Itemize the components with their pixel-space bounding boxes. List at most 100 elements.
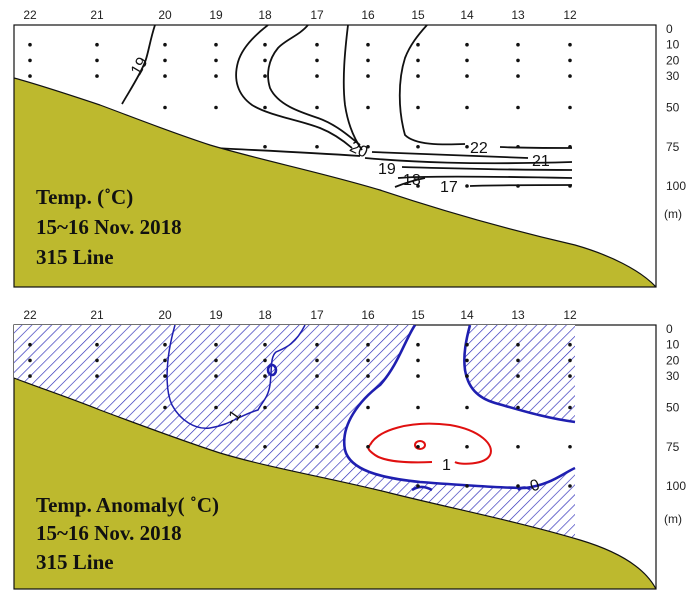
contour-small-loop xyxy=(266,363,278,377)
y-tick-label: 50 xyxy=(666,401,680,415)
panel1-title-line2: 15~16 Nov. 2018 xyxy=(36,215,182,239)
station-dot xyxy=(315,358,319,363)
isotherm-22 xyxy=(398,25,466,146)
x-ticks-2: 22 21 20 19 18 17 16 15 14 13 12 xyxy=(23,308,577,322)
x-tick-label: 20 xyxy=(158,8,172,22)
isotherm-17 xyxy=(342,25,363,151)
station-dot xyxy=(516,358,520,363)
negative-region-left xyxy=(14,325,305,429)
isotherm-21a xyxy=(371,151,529,159)
station-dot xyxy=(366,58,370,63)
station-dot xyxy=(516,342,520,347)
y-tick-label: 0 xyxy=(666,22,673,36)
station-dot xyxy=(366,444,370,449)
station-dot xyxy=(465,405,469,410)
panel2-title-line3: 315 Line xyxy=(36,550,114,574)
station-dot xyxy=(28,342,32,347)
station-dot xyxy=(366,342,370,347)
station-dot xyxy=(263,58,267,63)
y-tick-label: 30 xyxy=(666,369,680,383)
x-tick-label: 19 xyxy=(209,8,223,22)
x-tick-label: 12 xyxy=(563,308,577,322)
isotherm-19 xyxy=(121,25,156,105)
x-tick-label: 16 xyxy=(361,308,375,322)
station-dot xyxy=(95,342,99,347)
station-dot xyxy=(465,58,469,63)
contour-label-21: 21 xyxy=(532,153,550,170)
station-dot xyxy=(366,144,370,149)
station-dot xyxy=(163,358,167,363)
y-tick-label: 30 xyxy=(666,69,680,83)
anomaly-panel: -1 0 1 22 21 20 19 18 17 16 15 14 13 12 0102030507… xyxy=(13,308,686,590)
x-tick-label: 12 xyxy=(563,8,577,22)
contour-zero-bottom-tick2 xyxy=(517,486,531,492)
contour-zero-bottom-tick xyxy=(411,485,433,492)
station-dot xyxy=(516,484,520,488)
station-dot xyxy=(568,405,572,410)
station-dot xyxy=(568,105,572,110)
station-dot xyxy=(214,342,218,347)
station-dot xyxy=(214,358,218,363)
station-dot xyxy=(315,74,319,78)
station-dot xyxy=(263,42,267,47)
station-dot xyxy=(163,42,167,47)
station-dot xyxy=(214,58,218,63)
x-tick-label: 13 xyxy=(511,308,525,322)
y-tick-label: 20 xyxy=(666,53,680,67)
station-dot xyxy=(568,444,572,449)
seabed-1 xyxy=(14,77,656,287)
station-dot xyxy=(28,74,32,78)
contour-label-19: 19 xyxy=(128,54,152,78)
station-dot xyxy=(416,74,420,78)
station-dot xyxy=(366,105,370,110)
contour-label-17: 17 xyxy=(440,179,458,196)
station-dot xyxy=(516,105,520,110)
contour-label-19b: 19 xyxy=(378,161,396,178)
station-dot xyxy=(263,444,267,449)
x-tick-label: 20 xyxy=(158,308,172,322)
x-tick-label: 18 xyxy=(258,308,272,322)
station-dot xyxy=(214,42,218,47)
x-tick-label: 15 xyxy=(411,308,425,322)
station-dot xyxy=(28,374,32,378)
station-dot xyxy=(315,105,319,110)
x-tick-label: 14 xyxy=(460,308,474,322)
x-tick-label: 15 xyxy=(411,8,425,22)
station-dot xyxy=(416,342,420,347)
station-dot xyxy=(214,374,218,378)
station-dot xyxy=(263,405,267,410)
station-dot xyxy=(263,144,267,149)
station-dot xyxy=(315,374,319,378)
y-tick-label: 10 xyxy=(666,338,680,352)
station-dot xyxy=(568,74,572,78)
station-dot xyxy=(366,405,370,410)
station-dot xyxy=(214,105,218,110)
station-dot xyxy=(315,444,319,449)
station-dot xyxy=(416,184,420,188)
station-dot xyxy=(416,358,420,363)
station-dot xyxy=(214,74,218,78)
station-dot xyxy=(163,374,167,378)
isotherm-20-inner xyxy=(267,25,361,146)
station-dot xyxy=(28,58,32,63)
station-dot xyxy=(163,74,167,78)
station-dot xyxy=(95,58,99,63)
station-dot xyxy=(366,42,370,47)
station-dot xyxy=(263,74,267,78)
seabed-shadow-line xyxy=(214,147,361,157)
station-dot xyxy=(163,105,167,110)
station-dot xyxy=(263,342,267,347)
y-unit-2: (m) xyxy=(664,512,682,526)
station-dot xyxy=(516,144,520,149)
station-dot xyxy=(516,184,520,188)
contour-label-pos1: 1 xyxy=(442,457,451,474)
station-dot xyxy=(465,42,469,47)
station-dot xyxy=(416,444,420,449)
station-dot xyxy=(416,405,420,410)
x-tick-label: 21 xyxy=(90,8,104,22)
station-dot xyxy=(416,105,420,110)
x-tick-label: 19 xyxy=(209,308,223,322)
station-dot xyxy=(516,444,520,449)
y-tick-label: 100 xyxy=(666,179,686,193)
